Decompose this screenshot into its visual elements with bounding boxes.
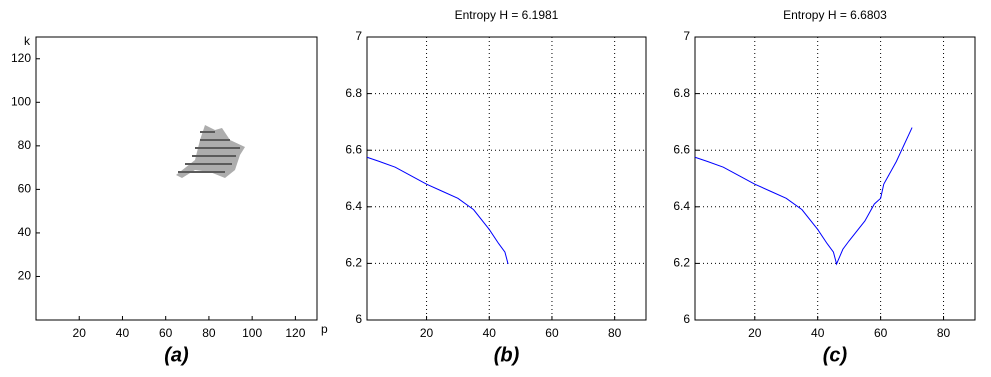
axes-box	[367, 37, 646, 320]
y-tick-label: 100	[11, 94, 31, 108]
axes-box	[695, 37, 975, 320]
y-tick-label: 6.8	[673, 86, 690, 100]
y-tick-label: 6.2	[673, 256, 690, 270]
figure: 20 40 60 80 100 120 20 40 60 80 100 120 p k (a) 20 40 60 8…	[0, 0, 991, 372]
y-tick-label: 6.6	[673, 142, 690, 156]
y-axis-label: k	[24, 34, 31, 48]
y-tick-label: 6.2	[345, 256, 362, 270]
x-tick-label: 60	[545, 326, 559, 340]
y-tick-label: 6	[683, 312, 690, 326]
x-tick-label: 40	[116, 326, 130, 340]
target-image	[176, 125, 245, 178]
caption: (a)	[164, 344, 189, 366]
y-tick-label: 60	[18, 182, 32, 196]
caption: (c)	[823, 344, 848, 366]
data-line	[367, 157, 508, 264]
y-tick-label: 7	[355, 29, 362, 43]
x-tick-label: 60	[159, 326, 173, 340]
x-axis-label: p	[321, 322, 328, 336]
y-tick-label: 80	[18, 138, 32, 152]
y-tick-label: 6	[355, 312, 362, 326]
x-tick-label: 40	[483, 326, 497, 340]
y-tick-label: 6.4	[673, 199, 690, 213]
axes-box	[36, 37, 317, 320]
x-tick-label: 100	[242, 326, 262, 340]
x-tick-label: 80	[937, 326, 951, 340]
chart-title: Entropy H = 6.1981	[455, 8, 559, 22]
x-tick-label: 20	[73, 326, 87, 340]
x-tick-label: 20	[748, 326, 762, 340]
y-tick-label: 6.6	[345, 142, 362, 156]
y-tick-label: 7	[683, 29, 690, 43]
y-tick-label: 6.8	[345, 86, 362, 100]
y-tick-label: 20	[18, 269, 32, 283]
x-tick-label: 40	[811, 326, 825, 340]
chart-title: Entropy H = 6.6803	[783, 8, 887, 22]
y-tick-label: 120	[11, 51, 31, 65]
x-tick-label: 80	[608, 326, 622, 340]
caption: (b)	[494, 344, 520, 366]
x-tick-label: 20	[420, 326, 434, 340]
y-tick-label: 40	[18, 225, 32, 239]
x-tick-label: 60	[874, 326, 888, 340]
x-tick-label: 120	[285, 326, 305, 340]
data-line	[695, 128, 912, 264]
y-tick-label: 6.4	[345, 199, 362, 213]
x-tick-label: 80	[202, 326, 216, 340]
